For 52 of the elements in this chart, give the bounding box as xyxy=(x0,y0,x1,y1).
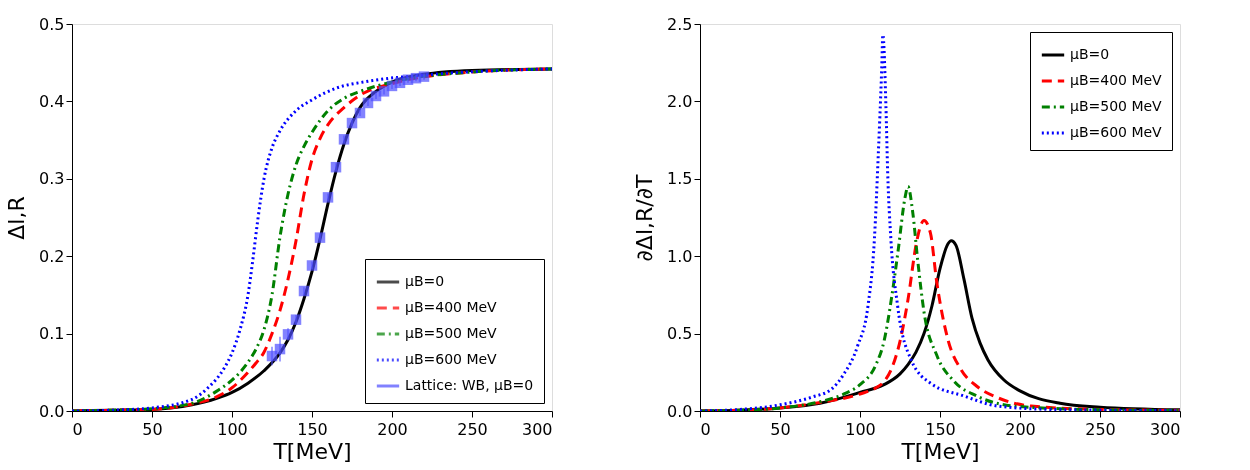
y-axis-title: ∂Δl,R/∂T xyxy=(632,173,658,262)
point xyxy=(338,134,350,145)
point xyxy=(290,314,302,325)
y-tick-label: 1.5 xyxy=(667,169,693,189)
point xyxy=(330,161,342,173)
legend-label: μB=0 xyxy=(1070,46,1110,62)
point xyxy=(418,71,430,82)
point xyxy=(378,86,390,97)
legend-label: μB=0 xyxy=(405,273,445,289)
x-tick-label: 150 xyxy=(297,419,328,439)
y-tick-label: 0.4 xyxy=(39,91,65,111)
y-tick-label: 0.0 xyxy=(667,401,693,421)
legend-label: μB=600 MeV xyxy=(405,351,498,367)
x-tick-label: 250 xyxy=(457,419,488,439)
x-tick-label: 0 xyxy=(700,419,711,439)
x-tick-label: 100 xyxy=(845,419,876,439)
point xyxy=(282,329,294,340)
x-axis-title: T[MeV] xyxy=(900,438,980,464)
y-tick-label: 0.2 xyxy=(39,246,65,266)
x-tick-label: 100 xyxy=(217,419,248,439)
point xyxy=(274,343,286,355)
x-tick-label: 200 xyxy=(377,419,408,439)
x-tick-label: 50 xyxy=(770,419,791,439)
legend-label: μB=500 MeV xyxy=(405,325,498,341)
y-tick-label: 2.0 xyxy=(667,91,693,111)
legend-label: μB=600 MeV xyxy=(1070,124,1163,140)
y-tick-label: 0.5 xyxy=(39,14,65,34)
x-tick-label: 300 xyxy=(1149,419,1181,439)
y-tick-label: 0.3 xyxy=(39,169,65,189)
x-tick-label: 300 xyxy=(521,419,553,439)
legend-label: μB=500 MeV xyxy=(1070,98,1163,114)
legend-label: μB=400 MeV xyxy=(405,299,498,315)
y-tick-label: 0.1 xyxy=(39,324,65,344)
point xyxy=(322,192,334,203)
point xyxy=(354,107,366,119)
x-tick-label: 250 xyxy=(1085,419,1116,439)
point xyxy=(346,117,358,129)
y-axis-title: Δl,R xyxy=(4,196,30,240)
x-tick-label: 50 xyxy=(142,419,163,439)
legend-label: μB=400 MeV xyxy=(1070,72,1163,88)
y-tick-label: 1.0 xyxy=(667,246,693,266)
x-tick-label: 150 xyxy=(925,419,956,439)
legend-label: Lattice: WB, μB=0 xyxy=(405,377,534,393)
point xyxy=(314,232,326,243)
y-tick-label: 2.5 xyxy=(667,14,693,34)
x-tick-label: 200 xyxy=(1005,419,1036,439)
x-tick-label: 0 xyxy=(72,419,83,439)
y-tick-label: 0.5 xyxy=(667,324,693,344)
point xyxy=(306,260,318,271)
x-axis-title: T[MeV] xyxy=(272,438,352,464)
point xyxy=(298,285,310,297)
y-tick-label: 0.0 xyxy=(39,401,65,421)
